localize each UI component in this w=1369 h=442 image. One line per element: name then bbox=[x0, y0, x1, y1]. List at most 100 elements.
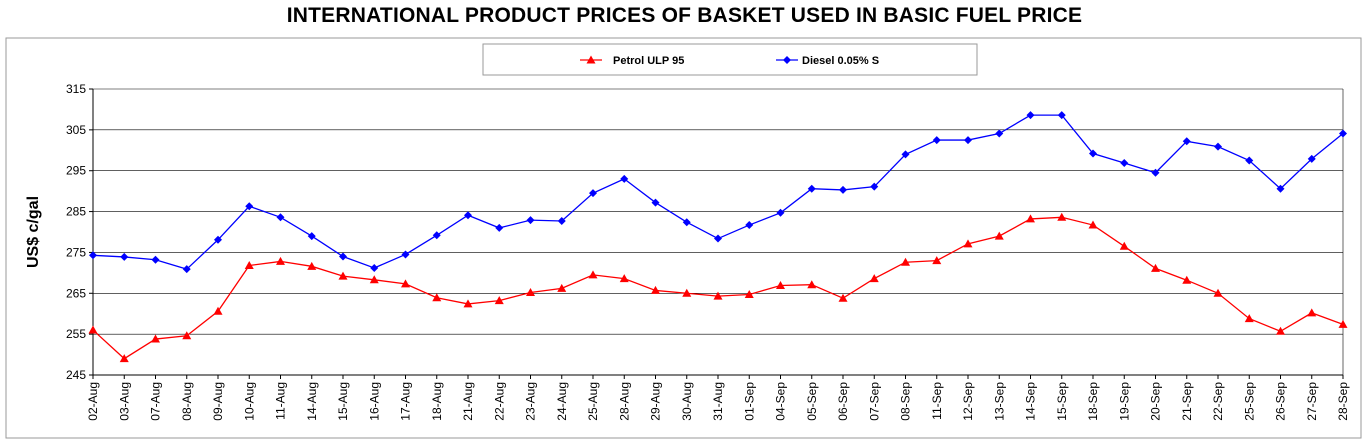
data-point-petrol bbox=[1088, 220, 1098, 229]
data-point-petrol bbox=[494, 296, 504, 305]
x-tick-label: 07-Aug bbox=[149, 382, 163, 421]
data-point-petrol bbox=[151, 334, 160, 343]
data-point-petrol bbox=[526, 287, 535, 296]
legend-box bbox=[482, 43, 978, 76]
data-point-petrol bbox=[869, 274, 879, 283]
data-point-diesel bbox=[1026, 111, 1035, 120]
x-tick-label: 28-Aug bbox=[617, 382, 631, 421]
data-point-petrol bbox=[1151, 263, 1160, 272]
data-point-petrol bbox=[276, 256, 285, 265]
data-point-diesel bbox=[339, 252, 347, 261]
data-point-petrol bbox=[244, 261, 254, 270]
data-point-diesel bbox=[620, 174, 629, 183]
x-tick-label: 26-Sep bbox=[1274, 382, 1288, 421]
data-point-diesel bbox=[807, 184, 816, 193]
x-tick-label: 13-Sep bbox=[992, 382, 1006, 421]
x-tick-label: 17-Aug bbox=[399, 382, 413, 421]
legend: Petrol ULP 95 Diesel 0.05% S bbox=[482, 43, 978, 76]
y-axis-label: US$ c/gal bbox=[25, 196, 42, 268]
x-tick-label: 08-Aug bbox=[180, 382, 194, 421]
x-tick-label: 25-Sep bbox=[1242, 382, 1256, 421]
x-tick-label: 25-Aug bbox=[586, 382, 600, 421]
data-point-diesel bbox=[1089, 149, 1097, 158]
chart-frame bbox=[5, 37, 1362, 439]
data-point-diesel bbox=[901, 150, 910, 159]
data-point-petrol bbox=[1026, 214, 1035, 223]
x-tick-label: 28-Sep bbox=[1336, 382, 1350, 421]
data-point-petrol bbox=[213, 306, 223, 315]
x-tick-label: 12-Sep bbox=[961, 382, 975, 421]
data-point-petrol bbox=[807, 280, 817, 289]
x-tick-label: 29-Aug bbox=[649, 382, 663, 421]
data-point-diesel bbox=[307, 232, 316, 241]
data-point-diesel bbox=[651, 198, 660, 207]
data-point-diesel bbox=[932, 136, 941, 145]
data-point-diesel bbox=[745, 221, 754, 230]
x-tick-label: 01-Sep bbox=[742, 382, 756, 421]
data-point-diesel bbox=[995, 129, 1004, 138]
x-tick-label: 04-Sep bbox=[774, 382, 788, 421]
data-point-diesel bbox=[1120, 158, 1129, 167]
x-tick-label: 19-Sep bbox=[1117, 382, 1131, 421]
data-point-diesel bbox=[1214, 142, 1222, 151]
x-tick-label: 20-Sep bbox=[1149, 382, 1163, 421]
data-point-diesel bbox=[714, 234, 722, 243]
data-point-diesel bbox=[151, 255, 160, 264]
data-point-petrol bbox=[1307, 308, 1317, 317]
data-point-petrol bbox=[963, 239, 973, 248]
legend-marker-diesel bbox=[783, 56, 791, 64]
data-point-diesel bbox=[1151, 168, 1160, 177]
data-point-petrol bbox=[588, 270, 598, 279]
data-point-diesel bbox=[1307, 154, 1316, 163]
x-tick-label: 18-Sep bbox=[1086, 382, 1100, 421]
y-tick-label: 275 bbox=[66, 245, 86, 259]
x-tick-label: 09-Aug bbox=[211, 382, 225, 421]
x-tick-label: 15-Aug bbox=[336, 382, 350, 421]
x-tick-label: 24-Aug bbox=[555, 382, 569, 421]
data-point-diesel bbox=[589, 189, 597, 198]
data-point-petrol bbox=[1057, 212, 1067, 221]
x-tick-label: 07-Sep bbox=[867, 382, 881, 421]
data-point-petrol bbox=[901, 257, 910, 266]
data-point-diesel bbox=[370, 263, 379, 272]
x-tick-label: 11-Aug bbox=[274, 382, 288, 420]
y-tick-label: 285 bbox=[66, 205, 86, 219]
x-tick-label: 22-Aug bbox=[492, 382, 506, 421]
y-tick-label: 295 bbox=[66, 164, 86, 178]
data-point-diesel bbox=[432, 231, 441, 240]
data-point-petrol bbox=[1119, 241, 1129, 250]
data-point-diesel bbox=[776, 208, 785, 217]
data-point-diesel bbox=[839, 185, 847, 194]
data-point-diesel bbox=[276, 213, 285, 222]
y-tick-label: 315 bbox=[66, 82, 86, 96]
data-point-diesel bbox=[682, 218, 691, 227]
data-point-petrol bbox=[713, 291, 723, 300]
y-tick-label: 265 bbox=[66, 286, 86, 300]
data-point-petrol bbox=[744, 290, 754, 299]
x-tick-label: 06-Sep bbox=[836, 382, 850, 421]
data-point-diesel bbox=[964, 136, 972, 145]
x-tick-label: 27-Sep bbox=[1305, 382, 1319, 421]
legend-marker-petrol bbox=[586, 55, 596, 64]
data-point-petrol bbox=[369, 275, 379, 284]
x-tick-label: 11-Sep bbox=[930, 382, 944, 420]
data-point-diesel bbox=[464, 211, 472, 220]
x-tick-label: 21-Sep bbox=[1180, 382, 1194, 421]
y-tick-label: 245 bbox=[66, 368, 86, 382]
data-point-diesel bbox=[1276, 184, 1285, 193]
data-point-petrol bbox=[1338, 319, 1348, 328]
x-tick-label: 31-Aug bbox=[711, 382, 725, 421]
y-tick-label: 255 bbox=[66, 327, 86, 341]
x-tick-label: 05-Sep bbox=[805, 382, 819, 421]
data-point-diesel bbox=[557, 216, 566, 225]
data-point-petrol bbox=[838, 293, 848, 302]
data-point-petrol bbox=[1276, 326, 1285, 335]
data-point-petrol bbox=[432, 293, 442, 302]
x-tick-label: 15-Sep bbox=[1055, 382, 1069, 421]
x-tick-label: 14-Aug bbox=[305, 382, 319, 421]
data-point-diesel bbox=[1245, 156, 1254, 165]
data-point-petrol bbox=[932, 256, 942, 265]
data-point-petrol bbox=[307, 261, 317, 270]
data-point-diesel bbox=[89, 251, 97, 260]
